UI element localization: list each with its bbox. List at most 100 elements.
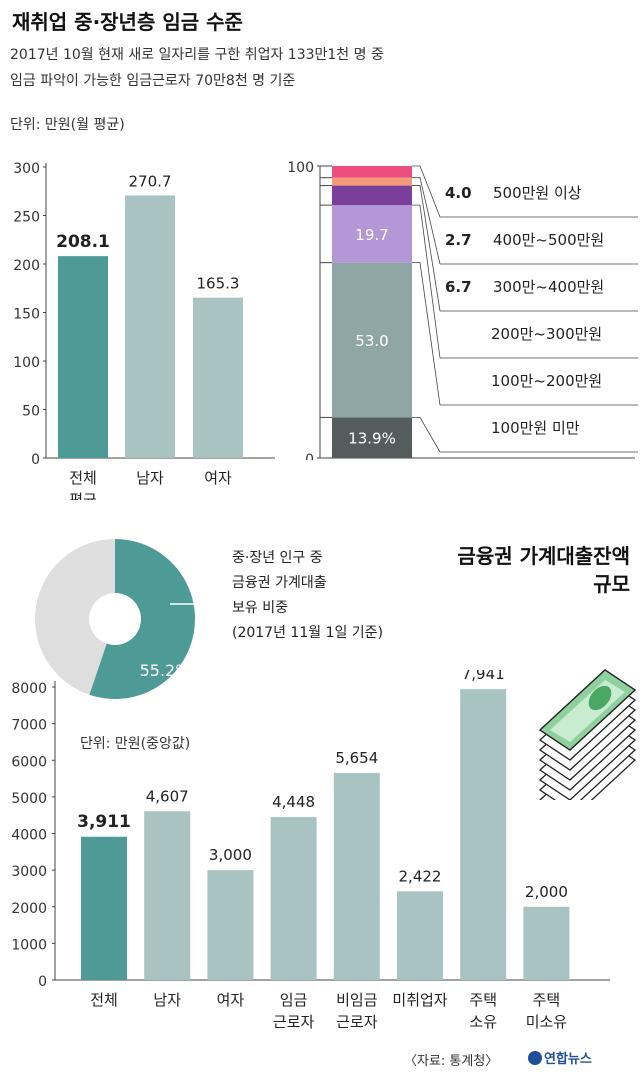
segment-value-label: 53.0 bbox=[355, 332, 388, 350]
bar bbox=[460, 689, 507, 980]
x-tick-label: 비임금 bbox=[336, 991, 378, 1009]
bar-value-label: 7,941 bbox=[462, 670, 505, 683]
bar-value-label: 4,448 bbox=[272, 793, 315, 811]
legend-category: 400만~500만원 bbox=[493, 231, 604, 249]
segment-value-label: 13.9% bbox=[348, 430, 396, 448]
legend-connector bbox=[412, 177, 441, 265]
bar-value-label: 208.1 bbox=[56, 232, 110, 252]
logo-text: 연합뉴스 bbox=[544, 1052, 592, 1067]
donut-caption-line-4: (2017년 11월 1일 기준) bbox=[232, 625, 384, 641]
donut-pointer bbox=[170, 574, 226, 605]
bar bbox=[270, 817, 317, 980]
x-tick-label: 근로자 bbox=[336, 1013, 378, 1031]
bar-value-label: 2,422 bbox=[399, 867, 442, 885]
loan-chart-title-line-1: 금융권 가계대출잔액 bbox=[457, 544, 630, 568]
x-tick-label: 남자 bbox=[153, 991, 181, 1009]
legend-value: 4.0 bbox=[445, 184, 472, 202]
stack-segment bbox=[332, 166, 412, 178]
bar bbox=[397, 891, 443, 980]
subtitle-line-1: 2017년 10월 현재 새로 일자리를 구한 취업자 133만1천 명 중 bbox=[10, 47, 384, 63]
bar-value-label: 3,911 bbox=[77, 812, 131, 832]
bar-value-label: 5,654 bbox=[335, 749, 378, 767]
bar bbox=[58, 256, 108, 458]
x-tick-label: 미취업자 bbox=[392, 991, 447, 1009]
legend-category: 500만원 이상 bbox=[493, 184, 582, 202]
bar-value-label: 270.7 bbox=[129, 172, 172, 190]
x-tick-label: 소유 bbox=[469, 1013, 497, 1031]
bar-value-label: 165.3 bbox=[197, 275, 240, 293]
y-tick-label: 3000 bbox=[11, 864, 47, 880]
y-tick-label: 100 bbox=[13, 355, 40, 371]
legend-connector bbox=[412, 165, 441, 218]
legend-category: 100만~200만원 bbox=[491, 372, 602, 390]
y-tick-label: 1000 bbox=[11, 937, 47, 953]
news-logo: 연합뉴스 bbox=[528, 1048, 592, 1067]
wage-distribution-stacked-chart: 0 100 13.9% 53.0 19.7 4.0 500만원 이상 2.7 400만~500만… bbox=[287, 160, 638, 460]
x-tick-label: 여자 bbox=[204, 469, 232, 487]
y-tick-label: 7000 bbox=[11, 718, 47, 734]
unit-label-bottom: 단위: 만원(중앙값) bbox=[80, 736, 191, 752]
donut-slice-others bbox=[34, 539, 116, 695]
bar bbox=[81, 836, 127, 980]
y-tick-label: 5000 bbox=[11, 791, 47, 807]
legend-connector bbox=[412, 204, 441, 359]
y-tick-label: 100 bbox=[287, 160, 314, 176]
loan-chart-title-line-2: 규모 bbox=[593, 572, 630, 596]
bar-value-label: 2,000 bbox=[525, 883, 568, 901]
stack-segment bbox=[332, 205, 412, 263]
donut-value-label: 55.2% bbox=[140, 661, 191, 680]
y-tick-label: 50 bbox=[22, 404, 40, 420]
legend-connector bbox=[412, 417, 441, 453]
donut-slice-holders bbox=[89, 539, 195, 699]
loan-share-donut-chart: 55.2% bbox=[34, 539, 226, 699]
donut-caption-line-3: 보유 비중 bbox=[232, 600, 288, 616]
y-tick-label: 4000 bbox=[11, 828, 47, 844]
y-tick-label: 300 bbox=[13, 161, 40, 177]
donut-caption-line-1: 중·장년 인구 중 bbox=[232, 550, 323, 566]
bar-value-label: 4,607 bbox=[146, 787, 189, 805]
stack-segment bbox=[332, 185, 412, 206]
x-tick-label: 주택 bbox=[469, 991, 497, 1009]
stack-segment bbox=[332, 417, 412, 458]
y-tick-label: 2000 bbox=[11, 901, 47, 917]
legend-connector bbox=[412, 185, 441, 312]
y-tick-label: 6000 bbox=[11, 754, 47, 770]
donut-caption-line-2: 금융권 가계대출 bbox=[232, 575, 327, 591]
subtitle-line-2: 임금 파악이 가능한 임금근로자 70만8천 명 기준 bbox=[10, 73, 296, 89]
y-tick-label: 200 bbox=[13, 258, 40, 274]
legend-value: 2.7 bbox=[445, 231, 472, 249]
x-tick-label: 여자 bbox=[217, 991, 245, 1009]
x-tick-label: 미소유 bbox=[526, 1013, 568, 1031]
loan-bar-chart: 0 1000 2000 3000 4000 5000 6000 7000 8000 3,911 전체… bbox=[11, 670, 610, 1031]
unit-label-top: 단위: 만원(월 평균) bbox=[10, 117, 125, 133]
x-tick-label: 남자 bbox=[136, 469, 164, 487]
y-tick-label: 250 bbox=[13, 210, 40, 226]
bar bbox=[333, 772, 380, 980]
x-tick-label: 임금 bbox=[280, 991, 308, 1009]
stack-segment bbox=[332, 262, 412, 418]
x-tick-label: 평균 bbox=[69, 491, 97, 500]
bar bbox=[207, 870, 254, 980]
money-stack-icon bbox=[538, 669, 637, 800]
y-tick-label: 0 bbox=[305, 452, 314, 460]
money-stack-illustration bbox=[538, 669, 637, 800]
y-tick-label: 0 bbox=[38, 974, 47, 990]
y-tick-label: 150 bbox=[13, 307, 40, 323]
bar bbox=[523, 906, 570, 980]
legend-category: 300만~400만원 bbox=[493, 278, 604, 296]
chart-title: 재취업 중·장년층 임금 수준 bbox=[12, 10, 243, 34]
x-tick-label: 근로자 bbox=[273, 1013, 315, 1031]
segment-value-label: 19.7 bbox=[355, 226, 388, 244]
logo-icon bbox=[528, 1051, 542, 1065]
y-tick-label: 8000 bbox=[11, 681, 47, 697]
bar bbox=[125, 195, 175, 458]
bill-portrait bbox=[588, 685, 612, 711]
y-tick-label: 0 bbox=[31, 452, 40, 468]
legend-category: 100만원 미만 bbox=[491, 419, 580, 437]
x-tick-label: 주택 bbox=[533, 991, 561, 1009]
loan-chart-title: 금융권 가계대출잔액 규모 bbox=[457, 542, 630, 598]
donut-caption: 중·장년 인구 중 금융권 가계대출 보유 비중 (2017년 11월 1일 기… bbox=[232, 546, 383, 646]
x-tick-label: 전체 bbox=[90, 991, 118, 1009]
bar bbox=[193, 297, 243, 458]
